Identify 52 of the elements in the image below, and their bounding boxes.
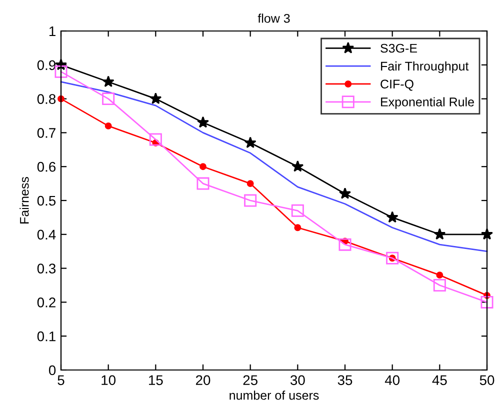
line-series <box>60 81 488 252</box>
y-tick-label: 0 <box>48 365 56 376</box>
y-tick-label: 0.9 <box>37 60 56 70</box>
point <box>102 76 114 88</box>
point <box>197 116 209 128</box>
x-axis-title: number of users <box>230 390 319 400</box>
point <box>338 238 352 251</box>
legend-label: Exponential Rule <box>381 97 474 109</box>
x-tick-label: 15 <box>149 375 163 386</box>
point <box>434 228 446 240</box>
point <box>339 187 351 199</box>
point <box>246 180 254 188</box>
point <box>200 163 206 170</box>
y-axis-title: Fairness <box>20 176 29 224</box>
point <box>294 224 302 232</box>
point <box>150 92 162 104</box>
point <box>54 65 68 78</box>
point <box>386 211 398 223</box>
x-tick-label: 50 <box>480 375 494 386</box>
legend-label: Fair Throughput <box>381 61 469 74</box>
point <box>149 133 162 146</box>
point <box>244 194 257 207</box>
x-tick-label: 30 <box>290 375 305 386</box>
y-tick-label: 0.8 <box>37 94 56 104</box>
x-tick-label: 25 <box>243 375 258 386</box>
x-tick-label: 10 <box>102 375 116 386</box>
point <box>480 296 494 308</box>
legend-label: S3G-E <box>380 44 417 53</box>
legend-label: CIF-Q <box>380 80 414 91</box>
y-tick-label: 0.7 <box>37 128 56 138</box>
point <box>244 136 256 148</box>
point <box>433 279 446 292</box>
x-tick-label: 40 <box>384 375 400 386</box>
point <box>386 252 399 264</box>
point <box>102 92 115 106</box>
point <box>292 160 304 172</box>
x-tick-label: 45 <box>432 375 447 386</box>
chart-title: flow 3 <box>258 14 290 23</box>
x-tick-label: 20 <box>196 375 210 386</box>
x-tick-label: 5 <box>58 375 64 386</box>
y-tick-label: 0.1 <box>37 331 56 342</box>
point <box>436 272 444 279</box>
point <box>291 204 304 217</box>
x-tick-label: 35 <box>338 375 352 386</box>
y-tick-label: 0.3 <box>37 264 56 274</box>
y-tick-label: 1 <box>49 26 56 36</box>
y-tick-label: 0.5 <box>37 196 56 206</box>
y-tick-label: 0.2 <box>37 298 56 308</box>
y-tick-label: 0.6 <box>37 162 56 172</box>
point <box>196 177 210 190</box>
point <box>104 122 112 130</box>
y-tick-label: 0.4 <box>37 230 56 240</box>
